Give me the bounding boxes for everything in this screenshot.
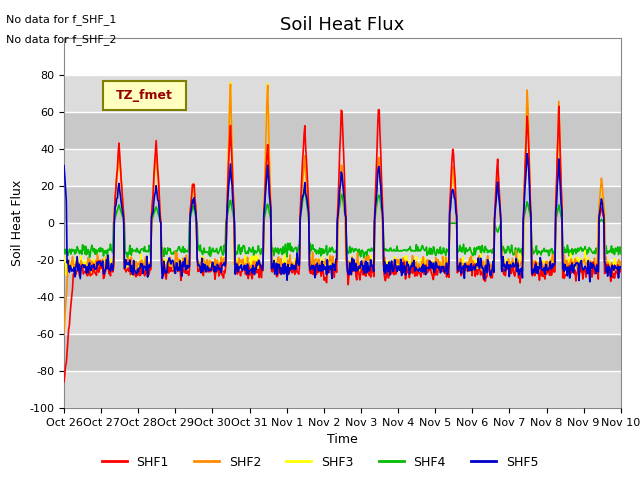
SHF3 <box>127 262 135 268</box>
SHF4 <box>595 255 602 261</box>
SHF1 <box>214 265 221 271</box>
SHF2 <box>184 264 192 270</box>
SHF5 <box>410 257 418 263</box>
SHF2 <box>70 267 78 273</box>
SHF1 <box>70 272 78 277</box>
SHF3 <box>214 264 222 269</box>
SHF5 <box>617 264 625 269</box>
SHF4 <box>127 252 135 258</box>
Line: SHF4: SHF4 <box>64 189 621 258</box>
Bar <box>64 186 621 223</box>
Text: No data for f_SHF_1: No data for f_SHF_1 <box>6 14 116 25</box>
SHF2 <box>214 257 221 263</box>
SHF5 <box>184 265 192 271</box>
SHF4 <box>70 247 78 253</box>
Text: TZ_fmet: TZ_fmet <box>116 89 173 102</box>
SHF1 <box>617 267 625 273</box>
SHF3 <box>70 256 78 262</box>
Line: SHF3: SHF3 <box>64 83 621 276</box>
FancyBboxPatch shape <box>103 81 186 110</box>
SHF4 <box>428 246 435 252</box>
Bar <box>64 149 621 186</box>
SHF1 <box>555 103 563 109</box>
SHF5 <box>426 265 434 271</box>
SHF2 <box>617 259 625 264</box>
SHF1 <box>426 258 434 264</box>
Line: SHF2: SHF2 <box>64 84 621 332</box>
Bar <box>64 334 621 371</box>
Bar <box>64 75 621 112</box>
SHF4 <box>184 249 192 255</box>
Text: No data for f_SHF_2: No data for f_SHF_2 <box>6 34 117 45</box>
SHF3 <box>128 274 136 279</box>
Bar <box>64 112 621 149</box>
SHF5 <box>586 279 594 285</box>
SHF5 <box>127 263 135 268</box>
SHF3 <box>617 264 625 270</box>
SHF3 <box>60 252 68 258</box>
SHF1 <box>60 379 68 385</box>
SHF1 <box>184 269 192 275</box>
X-axis label: Time: Time <box>327 433 358 446</box>
SHF2 <box>60 329 68 335</box>
Bar <box>64 297 621 334</box>
SHF1 <box>127 264 135 270</box>
SHF3 <box>412 262 419 268</box>
Title: Soil Heat Flux: Soil Heat Flux <box>280 16 404 34</box>
Bar <box>64 223 621 260</box>
Line: SHF1: SHF1 <box>64 106 621 382</box>
SHF2 <box>227 81 234 87</box>
SHF4 <box>214 250 221 255</box>
SHF5 <box>214 262 221 267</box>
SHF2 <box>127 254 135 260</box>
SHF3 <box>428 260 436 265</box>
SHF4 <box>301 186 308 192</box>
Y-axis label: Soil Heat Flux: Soil Heat Flux <box>11 180 24 266</box>
SHF5 <box>70 264 78 270</box>
Bar <box>64 260 621 297</box>
SHF5 <box>524 151 531 156</box>
Legend: SHF1, SHF2, SHF3, SHF4, SHF5: SHF1, SHF2, SHF3, SHF4, SHF5 <box>97 451 543 474</box>
Bar <box>64 371 621 408</box>
SHF3 <box>185 261 193 267</box>
SHF5 <box>60 163 68 168</box>
SHF2 <box>428 260 435 266</box>
SHF4 <box>60 248 68 253</box>
Line: SHF5: SHF5 <box>64 154 621 282</box>
SHF1 <box>410 265 418 271</box>
SHF4 <box>617 251 625 257</box>
SHF3 <box>227 80 234 85</box>
SHF4 <box>411 248 419 254</box>
SHF2 <box>411 262 419 267</box>
